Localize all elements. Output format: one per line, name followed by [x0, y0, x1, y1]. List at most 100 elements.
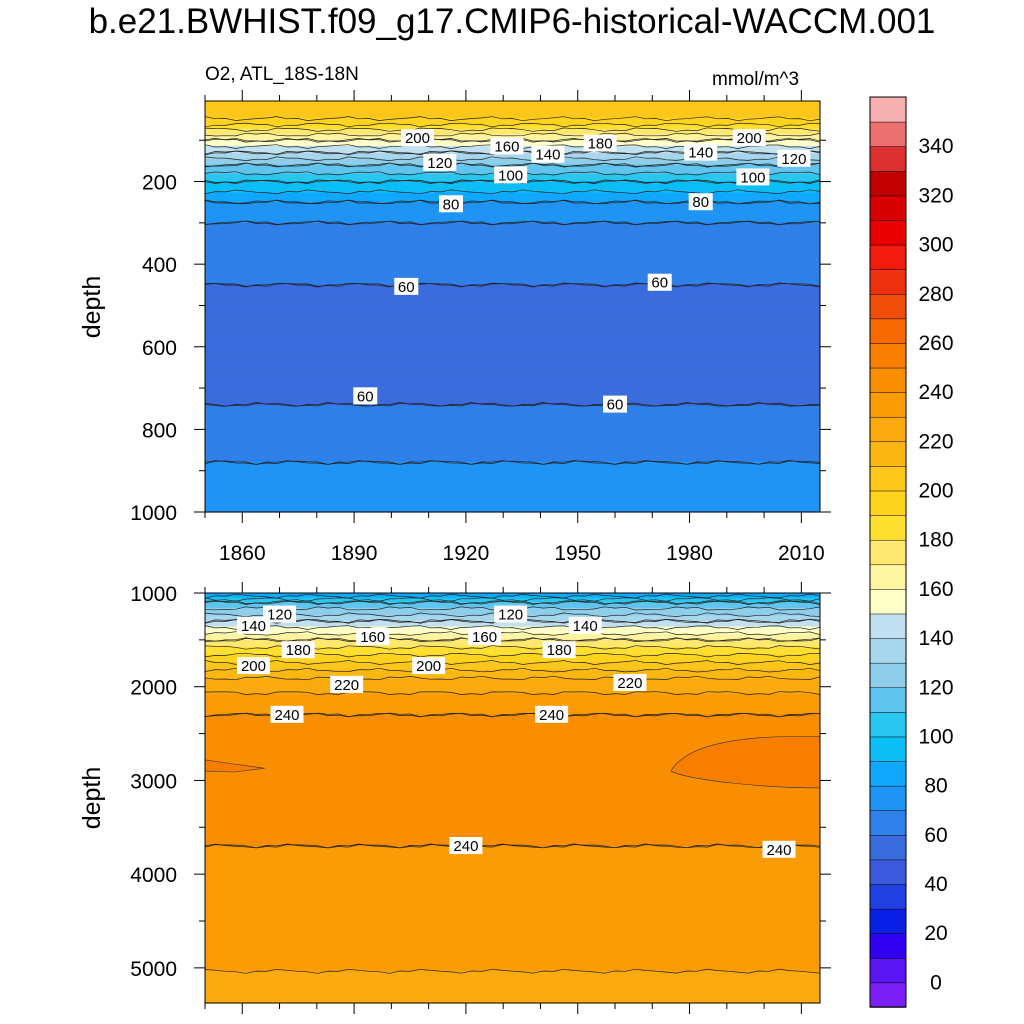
contour-band — [205, 364, 820, 367]
contour-label: 120 — [498, 607, 523, 624]
contour-band — [205, 422, 820, 425]
contour-band — [205, 220, 820, 224]
contour-band — [205, 872, 820, 876]
contour-band — [205, 688, 820, 691]
contour-band — [205, 878, 820, 881]
contour-band — [205, 818, 820, 821]
contour-band — [205, 110, 820, 113]
contour-band — [205, 738, 820, 741]
contour-band — [205, 751, 820, 754]
contour-band — [205, 827, 820, 831]
contour-label-box — [736, 168, 770, 186]
contour-label: 240 — [766, 842, 791, 859]
contour-band — [205, 928, 820, 931]
contour-band — [205, 734, 820, 738]
contour-band — [205, 863, 820, 866]
colorbar-swatch — [869, 908, 907, 934]
contour-band — [205, 650, 820, 654]
contour-band — [205, 366, 820, 369]
contour-band — [205, 706, 820, 710]
contour-band — [205, 807, 820, 810]
contour-band — [205, 868, 820, 872]
contour-band — [205, 299, 820, 302]
contour-band — [205, 684, 820, 687]
contour-band — [205, 312, 820, 315]
contour-band — [205, 622, 820, 626]
contour-band — [205, 820, 820, 823]
contour-band — [205, 405, 820, 408]
contour-band — [205, 237, 820, 240]
colorbar-tick-label: 100 — [918, 725, 953, 748]
contour-band — [205, 497, 820, 500]
contour-band — [205, 269, 820, 272]
contour-line — [204, 156, 821, 161]
contour-band — [205, 341, 820, 345]
contour-band — [205, 332, 820, 336]
contour-band — [205, 412, 820, 416]
contour-band — [205, 762, 820, 766]
contour-band — [205, 846, 820, 849]
contour-line — [204, 162, 821, 168]
colorbar-swatch — [869, 244, 907, 270]
contour-label-box — [535, 705, 569, 723]
contour-line — [204, 667, 821, 673]
contour-band — [205, 967, 820, 971]
contour-label: 120 — [427, 155, 452, 172]
contour-band — [205, 426, 820, 429]
contour-band — [205, 779, 820, 782]
contour-band — [205, 887, 820, 890]
contour-band — [205, 943, 820, 946]
contour-band — [205, 263, 820, 266]
contour-band — [205, 102, 820, 106]
contour-band — [205, 463, 820, 466]
contour-band — [205, 656, 820, 659]
contour-band — [205, 229, 820, 233]
contour-band — [205, 911, 820, 915]
contour-band — [205, 716, 820, 719]
contour-band — [205, 282, 820, 285]
contour-band — [205, 686, 820, 689]
contour-band — [205, 200, 820, 203]
contour-band — [205, 130, 820, 134]
colorbar-tick-label: 40 — [924, 873, 947, 896]
contour-band — [205, 635, 820, 639]
contour-band — [205, 271, 820, 274]
colorbar-tick-label: 200 — [918, 480, 953, 503]
colorbar-tick-label: 340 — [918, 135, 953, 158]
contour-band — [205, 244, 820, 248]
contour-band — [205, 971, 820, 974]
contour-band — [205, 306, 820, 309]
colorbar-swatch — [869, 367, 907, 393]
contour-band — [205, 902, 820, 905]
contour-band — [205, 330, 820, 334]
contour-band — [205, 745, 820, 749]
contour-band — [205, 593, 820, 596]
contour-band — [205, 121, 820, 125]
contour-band — [205, 216, 820, 220]
contour-band — [205, 467, 820, 470]
contour-band — [205, 842, 820, 846]
contour-band — [205, 213, 820, 216]
contour-band — [205, 418, 820, 422]
colorbar-tick-label: 300 — [918, 234, 953, 257]
contour-band — [205, 248, 820, 252]
contour-band — [205, 693, 820, 697]
contour-line — [204, 162, 821, 167]
contour-band — [205, 665, 820, 669]
contour-label-box — [732, 129, 766, 147]
contour-band — [205, 256, 820, 259]
contour-band — [205, 699, 820, 702]
colorbar-swatch — [869, 711, 907, 738]
contour-label-box — [449, 837, 483, 855]
colorbar-swatch — [869, 342, 907, 369]
units-label: mmol/m^3 — [712, 69, 800, 90]
contour-band — [205, 280, 820, 283]
contour-band — [205, 768, 820, 771]
contour-band — [205, 831, 820, 835]
contour-band — [205, 861, 820, 864]
contour-band — [205, 250, 820, 253]
contour-band — [205, 480, 820, 483]
contour-band — [205, 742, 820, 745]
contour-band — [205, 975, 820, 978]
